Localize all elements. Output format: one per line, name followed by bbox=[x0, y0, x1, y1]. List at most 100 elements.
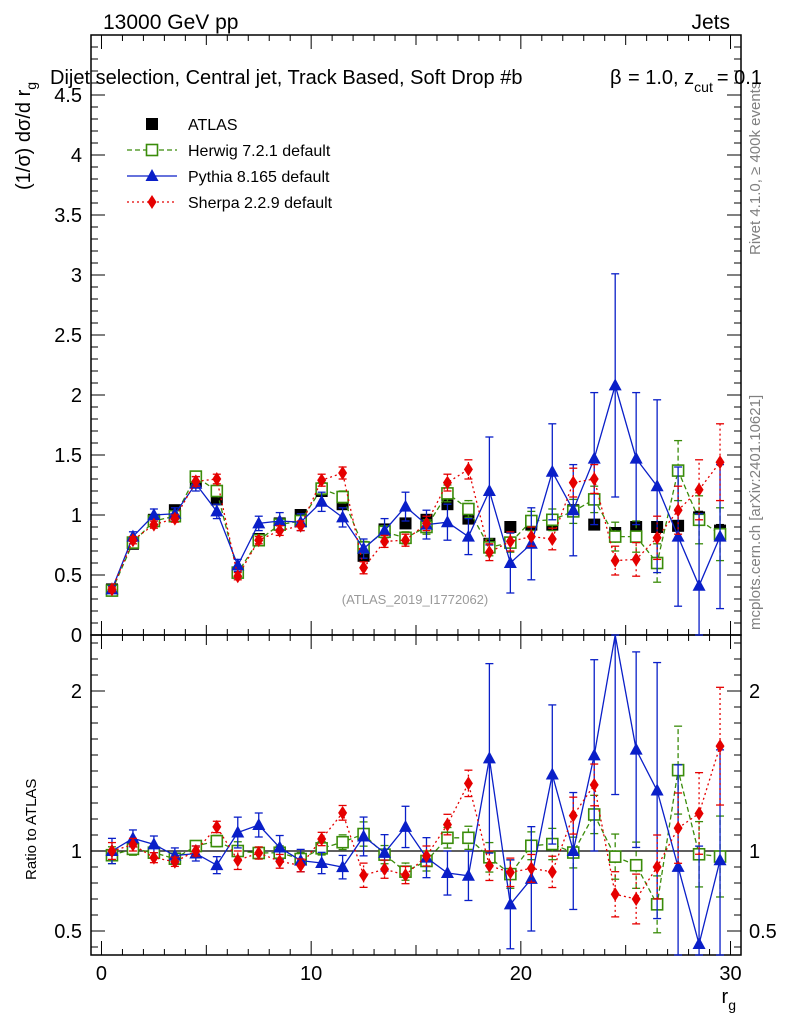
legend-item: Herwig 7.2.1 default bbox=[127, 143, 331, 160]
data-point bbox=[587, 451, 601, 464]
ratio-point bbox=[462, 831, 475, 845]
ratio-line bbox=[111, 634, 721, 947]
data-point bbox=[715, 455, 725, 470]
data-point bbox=[484, 545, 494, 560]
y-tick-label: 1 bbox=[71, 505, 82, 527]
ratio-point bbox=[401, 868, 411, 883]
ratio-point bbox=[713, 853, 727, 866]
ratio-point bbox=[252, 818, 266, 830]
data-point bbox=[482, 484, 496, 496]
series-2 bbox=[105, 273, 727, 636]
svg-text:β: β bbox=[610, 67, 622, 89]
legend-label: Pythia 8.165 default bbox=[188, 169, 330, 186]
y-tick-label: 1.5 bbox=[54, 445, 82, 467]
ratio-point bbox=[170, 854, 180, 869]
legend-label: Herwig 7.2.1 default bbox=[188, 143, 331, 160]
data-point bbox=[629, 530, 643, 543]
svg-text:Dijet selection, Central jet,: Dijet selection, Central jet, Track Base… bbox=[50, 67, 522, 89]
ratio-point bbox=[147, 837, 161, 850]
ratio-y-tick-label: 1 bbox=[71, 841, 82, 863]
legend-label: ATLAS bbox=[188, 117, 238, 134]
ratio-point bbox=[231, 825, 245, 838]
ratio-point bbox=[440, 866, 454, 879]
data-point bbox=[545, 464, 559, 477]
data-point bbox=[505, 534, 515, 549]
main-ylabel-sub: g bbox=[23, 82, 39, 90]
data-point bbox=[378, 523, 392, 536]
ratio-point bbox=[254, 846, 264, 860]
title-tail: = 1.0, z bbox=[628, 67, 694, 89]
data-point bbox=[692, 578, 706, 591]
data-point bbox=[442, 475, 452, 490]
data-point bbox=[336, 490, 349, 504]
ratio-point bbox=[566, 844, 580, 856]
ratio-point bbox=[671, 859, 685, 872]
ratio-point bbox=[442, 817, 452, 832]
data-point bbox=[526, 529, 536, 544]
ratio-point bbox=[296, 858, 306, 873]
ratio-point bbox=[399, 819, 413, 832]
ratio-y-tick-label: 2 bbox=[749, 681, 760, 703]
data-point bbox=[440, 515, 454, 528]
ratio-point bbox=[608, 850, 622, 863]
series-line bbox=[111, 461, 721, 590]
data-point bbox=[713, 529, 727, 542]
ratio-point bbox=[505, 865, 515, 880]
main-ylabel-text: (1/σ) dσ/d r bbox=[13, 89, 35, 190]
rivet-label: Rivet 4.1.0, ≥ 400k events bbox=[747, 82, 764, 255]
main-title: Dijet selection, Central jet, Track Base… bbox=[50, 67, 762, 95]
ratio-point bbox=[317, 832, 327, 846]
y-tick-label: 4.5 bbox=[54, 85, 82, 107]
ratio-point bbox=[629, 858, 643, 872]
data-point bbox=[566, 503, 580, 516]
ratio-point bbox=[126, 831, 140, 844]
ratio-point bbox=[359, 868, 369, 883]
ratio-series-3 bbox=[107, 686, 725, 925]
data-point bbox=[252, 516, 266, 529]
data-point bbox=[463, 462, 473, 477]
ratio-point bbox=[715, 739, 725, 754]
x-tick-label: 20 bbox=[510, 963, 532, 985]
beta-symbol: β bbox=[610, 67, 622, 89]
ratio-point bbox=[547, 864, 557, 879]
ratio-y-tick-label: 1 bbox=[749, 841, 760, 863]
ratio-point bbox=[610, 887, 620, 902]
ratio-point bbox=[526, 861, 536, 876]
ratio-point bbox=[357, 829, 371, 842]
legend-marker bbox=[145, 169, 159, 181]
ratio-point bbox=[629, 742, 643, 755]
ratio-point bbox=[107, 844, 117, 858]
ratio-point bbox=[233, 853, 243, 868]
data-point bbox=[504, 521, 517, 533]
ratio-point bbox=[650, 783, 664, 796]
y-tick-label: 2 bbox=[71, 385, 82, 407]
ratio-point bbox=[441, 831, 454, 845]
header-energy: 13000 GeV pp bbox=[103, 11, 238, 34]
data-point bbox=[503, 556, 517, 568]
x-tick-label: 0 bbox=[96, 963, 107, 985]
ratio-point bbox=[631, 892, 641, 906]
legend-item: Sherpa 2.2.9 default bbox=[127, 195, 333, 212]
x-tick-label: 30 bbox=[719, 963, 741, 985]
ratio-y-tick-label: 0.5 bbox=[54, 921, 82, 943]
legend-marker bbox=[145, 143, 159, 157]
data-point bbox=[107, 582, 117, 597]
svg-text:= 1.0, zcut= 0.1: = 1.0, zcut = 0.1 bbox=[628, 67, 762, 95]
data-point bbox=[315, 494, 329, 507]
ratio-point bbox=[149, 850, 159, 865]
ratio-point bbox=[694, 806, 704, 821]
ratio-frame bbox=[90, 634, 742, 956]
svg-text:(1/σ) dσ/d rg: (1/σ) dσ/d rg bbox=[13, 82, 39, 190]
data-point bbox=[359, 560, 369, 575]
x-axis-label: rg bbox=[722, 986, 736, 1013]
legend-marker bbox=[147, 195, 157, 209]
data-point bbox=[336, 510, 350, 523]
data-point bbox=[296, 518, 306, 533]
ratio-point bbox=[338, 805, 348, 820]
data-point bbox=[401, 533, 411, 548]
data-point bbox=[210, 504, 224, 517]
series-1 bbox=[105, 439, 727, 597]
data-point bbox=[399, 499, 413, 512]
title-end: = 0.1 bbox=[717, 67, 762, 89]
